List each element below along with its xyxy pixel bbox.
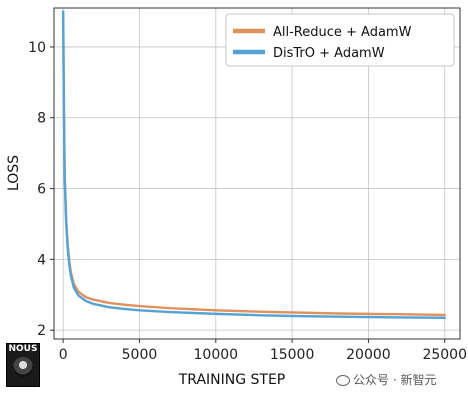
legend-box (225, 13, 455, 67)
x-tick-label: 25000 (422, 347, 467, 363)
logo-face-icon (13, 357, 33, 377)
distro-adamw-line (61, 10, 446, 319)
x-tick-label: 5000 (122, 347, 158, 363)
x-tick-label: 0 (59, 347, 68, 363)
series-lines (61, 10, 446, 319)
y-tick-label: 4 (37, 252, 46, 268)
x-axis-title: TRAINING STEP (178, 372, 286, 388)
y-axis-title: LOSS (6, 155, 22, 191)
y-tick-label: 2 (37, 323, 46, 339)
plot-frame (53, 7, 461, 340)
x-tick-label: 20000 (346, 347, 391, 363)
axis-ticks: 0 5000 10000 15000 20000 25000 2 4 6 8 10 (28, 40, 467, 363)
x-tick-label: 10000 (194, 347, 239, 363)
y-tick-label: 8 (37, 111, 46, 127)
legend: All-Reduce + AdamW DisTrO + AdamW (225, 13, 455, 67)
nous-logo: NOUS (6, 343, 40, 387)
wechat-icon (336, 375, 350, 386)
legend-label-all-reduce: All-Reduce + AdamW (273, 25, 412, 40)
watermark: 公众号 · 新智元 (336, 371, 436, 388)
legend-label-distro: DisTrO + AdamW (273, 46, 385, 61)
nous-logo-text: NOUS (8, 344, 38, 354)
y-tick-label: 10 (28, 40, 46, 56)
watermark-text: 公众号 · 新智元 (353, 373, 437, 387)
x-tick-label: 15000 (270, 347, 315, 363)
y-tick-label: 6 (37, 182, 46, 198)
